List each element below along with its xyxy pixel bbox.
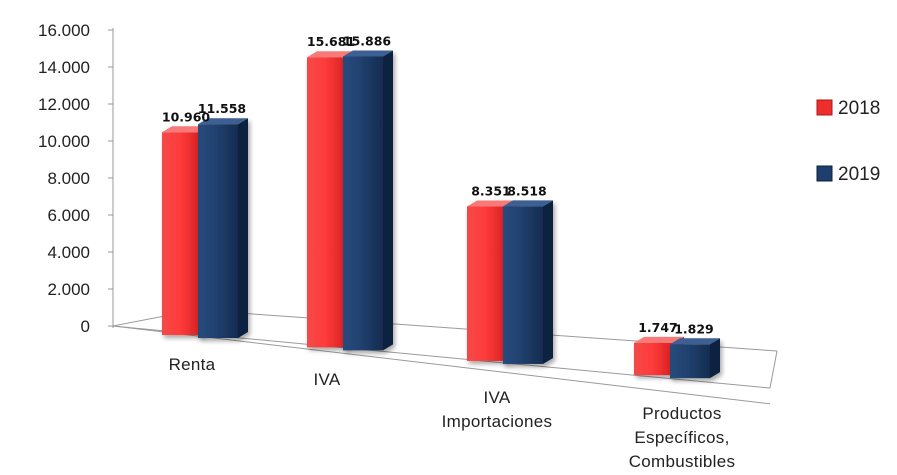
data-label: 10.960 <box>162 109 211 124</box>
floor-right-edge <box>769 350 778 389</box>
bar-side <box>710 338 720 379</box>
bar-front <box>307 57 347 348</box>
y-tick-label: 16.000 <box>38 21 90 40</box>
bar-2019-1 <box>198 118 248 339</box>
bar-side <box>383 50 393 351</box>
data-label: 8.351 <box>471 183 511 198</box>
category-label: Renta <box>169 355 216 374</box>
y-tick-label: 8.000 <box>47 169 90 188</box>
data-label: 8.518 <box>507 183 547 198</box>
data-label: 15.886 <box>343 33 392 48</box>
data-label: 11.558 <box>198 101 246 116</box>
bar-2019-4 <box>670 338 720 379</box>
bar-top <box>198 118 248 125</box>
legend-label-2019: 2019 <box>838 164 880 185</box>
legend: 2018 2019 <box>816 98 880 185</box>
bar-front <box>670 344 710 379</box>
bar-top <box>467 200 517 207</box>
legend-swatch-2018 <box>816 99 833 116</box>
legend-swatch-2019 <box>816 165 833 182</box>
bar-front <box>503 206 543 364</box>
bar-top <box>634 336 684 343</box>
bar-front <box>634 342 674 376</box>
y-tick-label: 2.000 <box>47 280 90 299</box>
y-tick-label: 4.000 <box>47 243 90 262</box>
y-tick-label: 0 <box>81 317 90 336</box>
category-label: IVA <box>313 370 340 389</box>
bars <box>162 50 720 379</box>
bar-front <box>198 124 238 339</box>
y-tick-label: 10.000 <box>38 132 90 151</box>
bar-front <box>343 56 383 351</box>
category-label: IVA Importaciones <box>442 388 553 431</box>
x-axis-line <box>112 325 771 405</box>
y-tick-label: 6.000 <box>47 206 90 225</box>
bar-2019-2 <box>343 50 393 351</box>
legend-label-2018: 2018 <box>838 98 880 119</box>
bar-top <box>343 50 393 57</box>
data-label: 1.747 <box>638 320 678 335</box>
bar-front <box>467 206 507 361</box>
bar-side <box>543 200 553 364</box>
y-tick-label: 14.000 <box>38 58 90 77</box>
data-label: 15.681 <box>307 34 355 49</box>
category-label: Productos Específicos, Combustibles <box>629 404 736 471</box>
bar-top <box>670 338 720 345</box>
data-label: 1.829 <box>674 321 714 336</box>
bar-top <box>503 200 553 207</box>
y-tick-label: 12.000 <box>38 95 90 114</box>
bar-front <box>162 132 202 336</box>
bar-2019-3 <box>503 200 553 364</box>
axes: 0 2.000 4.000 6.000 8.000 10.000 12.000 14.000 1… <box>38 21 778 471</box>
bar-side <box>238 118 248 339</box>
